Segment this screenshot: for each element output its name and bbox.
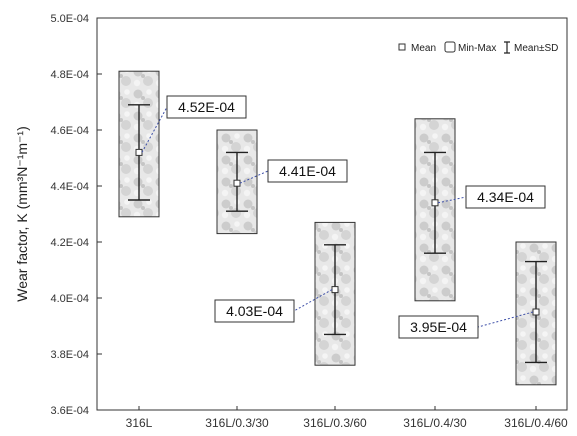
y-tick-label: 3.8E-04 [50, 349, 89, 361]
legend-sd-marker [504, 41, 510, 54]
mean-point [431, 199, 439, 207]
callout-label: 4.41E-04 [279, 163, 336, 179]
legend-minmax-label: Min-Max [458, 43, 496, 54]
x-axis: 316L 316L/0.3/30 316L/0.3/60 316L/0.4/30 316… [126, 406, 568, 430]
mean-point [135, 148, 143, 156]
legend-minmax-marker [444, 41, 456, 53]
callout-label: 3.95E-04 [410, 319, 467, 335]
callout-box [398, 315, 479, 339]
y-tick-label: 4.4E-04 [50, 181, 89, 193]
callout-label: 4.03E-04 [226, 303, 283, 319]
callout-leader [239, 170, 269, 184]
x-tick-label: 316L/0.4/60 [504, 416, 568, 430]
callout-label: 4.34E-04 [477, 189, 534, 205]
mean-point [532, 308, 540, 316]
y-tick-label: 5.0E-04 [50, 13, 89, 25]
legend-mean-marker [398, 43, 406, 51]
callout-label: 4.52E-04 [178, 99, 235, 115]
legend: Mean Min-Max Mean±SD [398, 41, 558, 54]
y-axis: 3.6E-04 3.8E-04 4.0E-04 4.2E-04 4.4E-04 4.6E-… [50, 13, 102, 417]
callout-box [214, 299, 295, 323]
y-tick-label: 3.6E-04 [50, 405, 89, 417]
y-tick-label: 4.8E-04 [50, 69, 89, 81]
x-tick-label: 316L/0.4/30 [403, 416, 467, 430]
x-tick-label: 316L/0.3/30 [205, 416, 269, 430]
callout-box [267, 159, 348, 183]
callouts-layer: 4.52E-04 4.41E-04 4.03E-04 4.34E-04 3.95E-04 [141, 95, 546, 339]
callout-leader [141, 106, 168, 153]
callout-box [166, 95, 247, 119]
y-tick-label: 4.0E-04 [50, 293, 89, 305]
callout-leader [437, 196, 467, 204]
callout-leader [477, 311, 534, 328]
legend-mean-label: Mean [411, 43, 436, 54]
callout-box [465, 185, 546, 209]
mean-point [331, 286, 339, 294]
y-tick-label: 4.6E-04 [50, 125, 89, 137]
y-tick-label: 4.2E-04 [50, 237, 89, 249]
x-tick-label: 316L [126, 416, 153, 430]
mean-point [233, 179, 241, 187]
plot-frame [96, 17, 568, 411]
x-tick-label: 316L/0.3/60 [303, 416, 367, 430]
callout-leader [293, 289, 333, 312]
legend-sd-label: Mean±SD [514, 43, 558, 54]
y-axis-label: Wear factor, K (mm³N⁻¹m⁻¹) [14, 126, 30, 302]
